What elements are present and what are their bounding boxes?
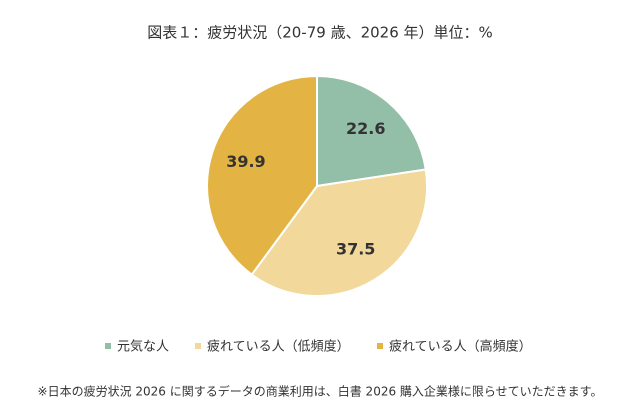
chart-title: 図表１：疲労状況（20-79 歳、2026 年）単位：% — [147, 24, 493, 42]
legend-label: 疲れている人（低頻度） — [207, 339, 350, 355]
pie-slice — [206, 74, 318, 276]
legend-marker — [105, 343, 111, 349]
legend-label: 元気な人 — [117, 339, 169, 355]
data-label: 22.6 — [346, 119, 385, 138]
legend-label: 疲れている人（高頻度） — [389, 339, 532, 355]
footnote: ※日本の疲労状況 2026 に関するデータの商業利用は、白書 2026 購入企業… — [38, 384, 603, 399]
data-label: 37.5 — [336, 240, 375, 259]
data-label: 39.9 — [226, 152, 265, 171]
legend-marker — [195, 343, 201, 349]
legend-marker — [377, 343, 383, 349]
pie-slice — [316, 74, 427, 188]
pie-slice — [250, 168, 428, 297]
